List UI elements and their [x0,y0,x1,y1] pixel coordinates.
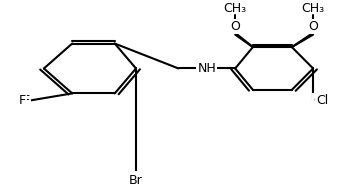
Text: CH₃: CH₃ [223,2,247,15]
Text: O: O [230,20,240,33]
Text: O: O [230,20,240,33]
Text: O: O [308,20,318,33]
Text: Br: Br [129,172,143,185]
Text: NH: NH [197,62,216,75]
Text: Br: Br [129,174,143,187]
Text: Cl: Cl [317,94,329,107]
Text: Cl: Cl [313,94,325,107]
Text: CH₃: CH₃ [302,2,325,15]
Text: F: F [22,94,30,107]
Text: F: F [19,94,26,107]
Text: NH: NH [197,62,216,75]
Text: O: O [308,20,318,33]
